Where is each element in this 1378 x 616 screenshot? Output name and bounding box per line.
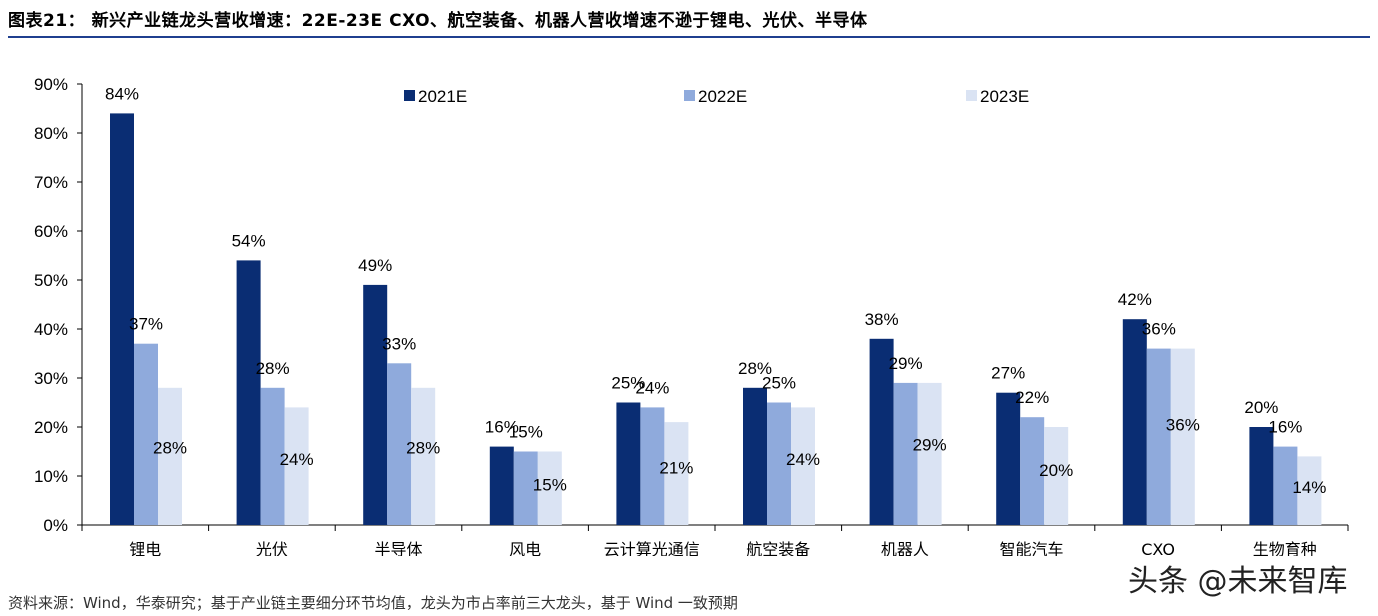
data-label: 29% — [913, 436, 947, 455]
data-label: 25% — [611, 374, 645, 393]
title-divider — [8, 36, 1370, 38]
data-label: 16% — [485, 418, 519, 437]
legend-label: 2023E — [980, 87, 1029, 106]
bar-2021E-7 — [996, 392, 1021, 525]
data-label: 21% — [659, 458, 693, 477]
bar-2021E-3 — [489, 446, 514, 525]
data-label: 22% — [1015, 388, 1049, 407]
legend-label: 2021E — [418, 87, 467, 106]
data-label: 54% — [232, 231, 266, 250]
x-category-label: CXO — [1141, 540, 1175, 556]
y-tick-label: 90% — [34, 75, 68, 94]
bar-2023E-4 — [664, 422, 689, 525]
data-label: 16% — [1268, 418, 1302, 437]
data-label: 28% — [256, 359, 290, 378]
data-label: 24% — [280, 450, 314, 469]
data-label: 49% — [358, 256, 392, 275]
bar-2022E-0 — [134, 343, 158, 525]
bar-2021E-5 — [743, 387, 767, 525]
x-category-label: 云计算光通信 — [604, 540, 700, 556]
bar-2022E-4 — [640, 407, 665, 525]
data-label: 84% — [105, 84, 139, 103]
bar-2021E-9 — [1249, 427, 1274, 525]
data-label: 15% — [533, 475, 567, 494]
source-note: 资料来源：Wind，华泰研究；基于产业链主要细分环节均值，龙头为市占率前三大龙头… — [8, 594, 738, 612]
y-tick-label: 40% — [34, 320, 68, 339]
y-tick-label: 10% — [34, 467, 68, 486]
bar-2023E-0 — [158, 387, 182, 525]
bar-2023E-8 — [1170, 348, 1195, 525]
y-tick-label: 70% — [34, 173, 68, 192]
y-tick-label: 0% — [43, 516, 68, 535]
y-tick-label: 80% — [34, 124, 68, 143]
data-label: 36% — [1142, 320, 1176, 339]
data-label: 15% — [509, 423, 543, 442]
bar-2021E-1 — [236, 260, 261, 525]
data-label: 28% — [406, 438, 440, 457]
bar-2022E-3 — [513, 451, 538, 525]
bar-2022E-2 — [387, 363, 412, 525]
data-label: 29% — [889, 354, 923, 373]
x-category-label: 智能汽车 — [999, 540, 1063, 556]
bar-2023E-1 — [284, 407, 309, 525]
legend-label: 2022E — [698, 87, 747, 106]
x-category-label: 航空装备 — [746, 540, 810, 556]
data-label: 37% — [129, 315, 163, 334]
bar-2023E-5 — [791, 407, 815, 525]
bar-2022E-5 — [767, 402, 791, 525]
bar-2022E-7 — [1020, 417, 1045, 525]
x-category-label: 风电 — [509, 540, 541, 556]
watermark: 头条 @未来智库 — [1128, 564, 1348, 599]
data-label: 24% — [635, 378, 669, 397]
data-label: 28% — [153, 438, 187, 457]
legend-swatch-2023E — [966, 90, 977, 101]
bar-2022E-1 — [260, 387, 285, 525]
bar-2021E-2 — [363, 284, 388, 525]
bar-2023E-2 — [411, 387, 436, 525]
bar-2021E-0 — [110, 113, 134, 526]
data-label: 38% — [865, 310, 899, 329]
x-category-label: 生物育种 — [1253, 540, 1317, 556]
data-label: 14% — [1292, 478, 1326, 497]
y-tick-label: 30% — [34, 369, 68, 388]
x-category-label: 光伏 — [256, 540, 288, 556]
bar-2023E-6 — [917, 382, 942, 525]
data-label: 33% — [382, 334, 416, 353]
data-label: 25% — [762, 374, 796, 393]
chart-title: 图表21： 新兴产业链龙头营收增速：22E-23E CXO、航空装备、机器人营收… — [8, 11, 868, 31]
y-tick-label: 50% — [34, 271, 68, 290]
data-label: 42% — [1118, 290, 1152, 309]
bar-chart: 0% 10% 20% 30% 40% 50% 60% 70% 80% 90% 84% 54% 49% 16… — [34, 75, 1349, 556]
y-tick-label: 60% — [34, 222, 68, 241]
data-label: 28% — [738, 359, 772, 378]
bar-2023E-9 — [1297, 456, 1322, 525]
data-label: 24% — [786, 450, 820, 469]
legend-swatch-2022E — [684, 90, 695, 101]
legend-swatch-2021E — [404, 90, 415, 101]
data-label: 27% — [991, 364, 1025, 383]
bar-2023E-7 — [1044, 427, 1069, 525]
data-label: 36% — [1166, 416, 1200, 435]
x-category-label: 锂电 — [129, 540, 161, 556]
x-category-label: 半导体 — [374, 540, 422, 556]
bar-2022E-9 — [1273, 446, 1298, 525]
y-tick-label: 20% — [34, 418, 68, 437]
bar-2022E-8 — [1146, 348, 1171, 525]
bar-2021E-4 — [616, 402, 641, 525]
bar-2023E-3 — [537, 451, 562, 525]
bar-2022E-6 — [893, 382, 918, 525]
data-label: 20% — [1039, 461, 1073, 480]
x-category-label: 机器人 — [881, 540, 929, 556]
bar-2021E-8 — [1122, 319, 1147, 525]
bar-2021E-6 — [869, 338, 894, 525]
data-label: 20% — [1244, 398, 1278, 417]
